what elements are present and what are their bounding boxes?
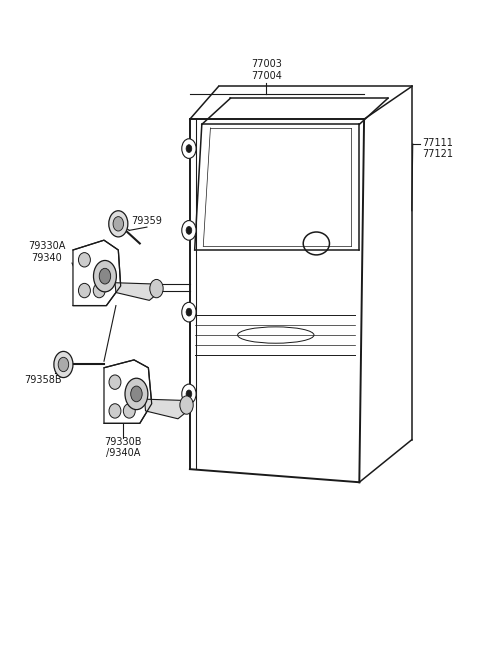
Circle shape [186,145,192,152]
Circle shape [182,302,196,322]
Text: 79330A
79340: 79330A 79340 [28,241,65,263]
Circle shape [113,217,123,231]
Polygon shape [104,360,152,423]
Circle shape [186,390,192,398]
Circle shape [182,139,196,158]
Circle shape [54,351,73,378]
Ellipse shape [78,283,90,298]
Text: 79330B
/9340A: 79330B /9340A [104,437,142,459]
Text: 77111
77121: 77111 77121 [422,138,454,160]
Circle shape [182,384,196,404]
Ellipse shape [78,252,90,267]
Circle shape [94,260,116,292]
Polygon shape [73,240,120,306]
Circle shape [58,357,69,372]
Circle shape [99,268,111,284]
Polygon shape [115,283,159,300]
Ellipse shape [109,375,121,390]
Text: 77003
77004: 77003 77004 [251,59,282,81]
Text: 79359: 79359 [132,215,162,225]
Circle shape [186,227,192,235]
Circle shape [109,211,128,237]
Ellipse shape [123,404,135,418]
Circle shape [125,378,148,409]
Circle shape [186,308,192,316]
Text: 79358B: 79358B [24,374,62,384]
Circle shape [150,279,163,298]
Ellipse shape [109,404,121,418]
Circle shape [180,396,193,414]
Ellipse shape [93,283,105,298]
Polygon shape [144,399,190,419]
Circle shape [182,221,196,240]
Circle shape [131,386,142,402]
